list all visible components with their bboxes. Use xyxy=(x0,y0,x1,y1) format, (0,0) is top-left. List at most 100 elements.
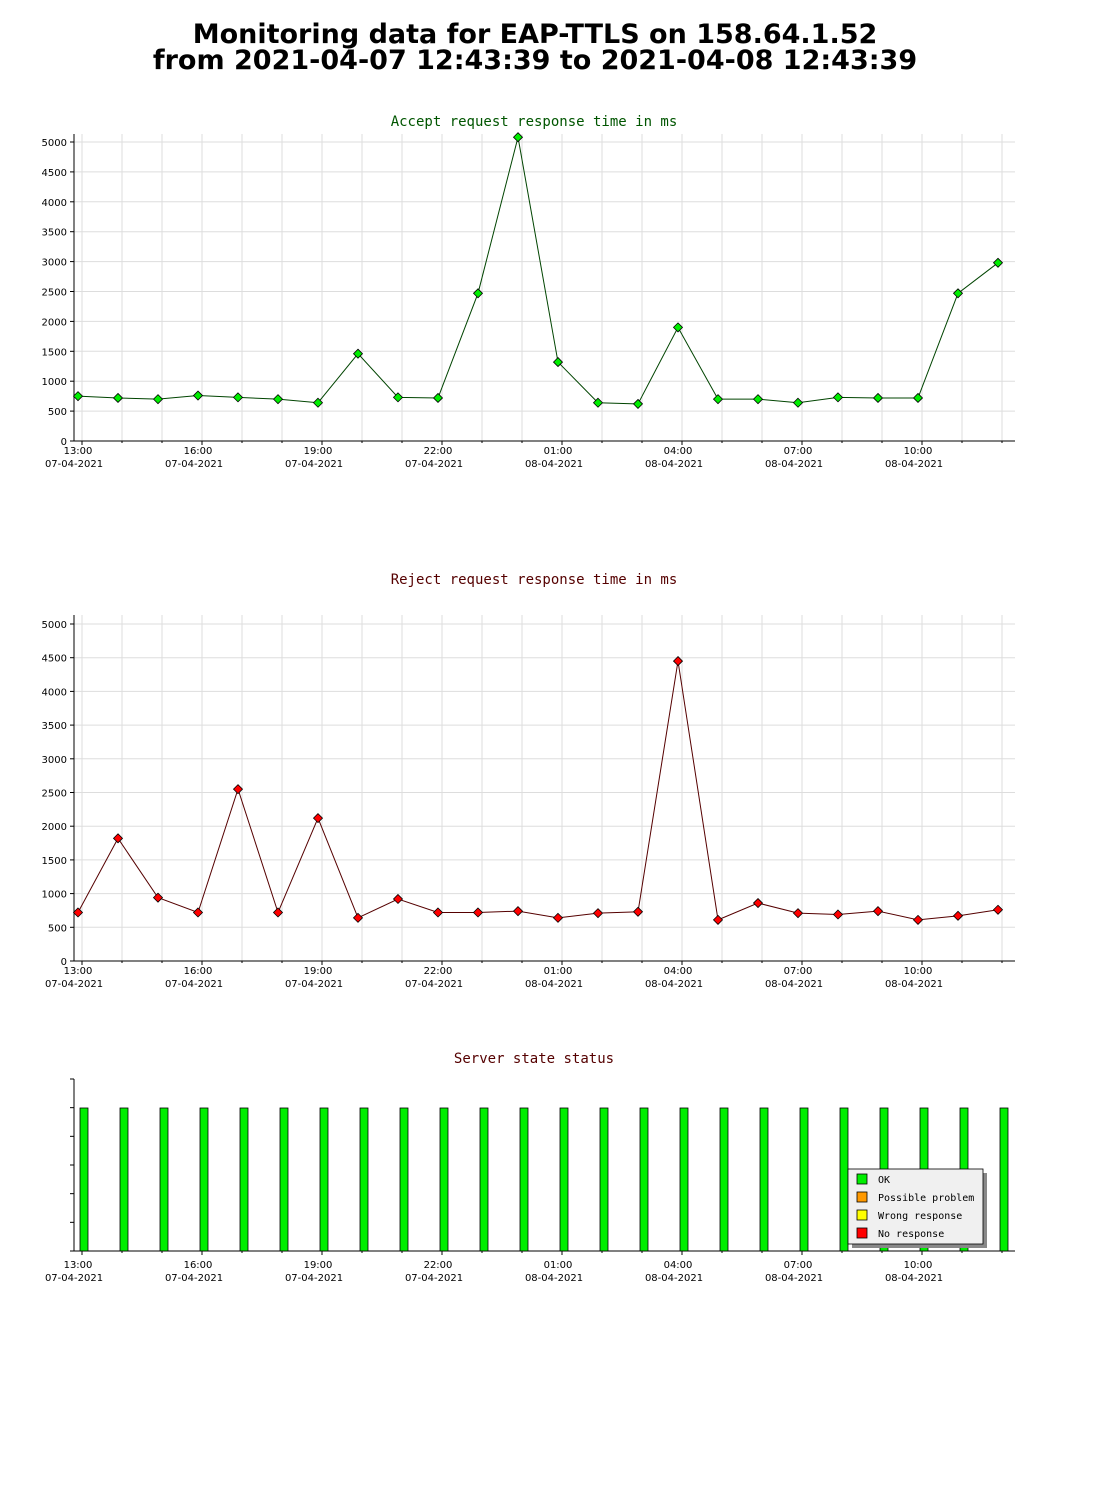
status-bar xyxy=(159,1107,169,1252)
data-point xyxy=(512,132,524,143)
data-point xyxy=(712,914,724,925)
status-bar xyxy=(439,1107,449,1252)
x-tick-label-date: 08-04-2021 xyxy=(645,1273,703,1284)
legend-swatch xyxy=(856,1191,868,1203)
x-tick-label-date: 07-04-2021 xyxy=(45,979,103,990)
y-tick-label: 4500 xyxy=(42,654,67,665)
data-point xyxy=(672,656,684,667)
y-tick-label: 5000 xyxy=(42,620,67,631)
data-point xyxy=(672,322,684,333)
data-point xyxy=(872,392,884,404)
y-tick-label: 2000 xyxy=(42,317,67,328)
x-tick-label-date: 08-04-2021 xyxy=(645,459,703,470)
y-tick-label: 0 xyxy=(61,437,67,448)
data-point xyxy=(472,907,484,918)
data-point xyxy=(352,912,364,923)
x-tick-label-time: 22:00 xyxy=(424,446,453,457)
data-point xyxy=(232,784,244,795)
x-tick-label-time: 16:00 xyxy=(184,446,213,457)
legend-swatch xyxy=(856,1173,868,1185)
y-tick-label: 2500 xyxy=(42,789,67,800)
x-tick-label-time: 13:00 xyxy=(64,966,93,977)
x-tick-label-date: 08-04-2021 xyxy=(525,459,583,470)
data-point xyxy=(192,907,204,918)
status-bar xyxy=(759,1107,769,1252)
x-tick-label-date: 07-04-2021 xyxy=(45,1273,103,1284)
x-tick-label-time: 22:00 xyxy=(424,966,453,977)
data-point xyxy=(592,908,604,919)
status-bar xyxy=(279,1107,289,1252)
x-tick-label-time: 13:00 xyxy=(64,446,93,457)
status-bar xyxy=(599,1107,609,1252)
legend-label: Possible problem xyxy=(878,1193,974,1204)
x-tick-label-time: 10:00 xyxy=(904,1260,933,1271)
data-point xyxy=(592,397,604,408)
x-tick-label-time: 13:00 xyxy=(64,1260,93,1271)
y-tick-label: 3000 xyxy=(42,755,67,766)
title-line-1: Monitoring data for EAP-TTLS on 158.64.1… xyxy=(192,19,878,50)
data-point xyxy=(312,397,324,408)
x-tick-label-date: 07-04-2021 xyxy=(165,1273,223,1284)
legend-label: OK xyxy=(878,1175,890,1186)
x-tick-label-date: 07-04-2021 xyxy=(165,979,223,990)
data-point xyxy=(352,348,364,359)
data-point xyxy=(552,356,564,368)
data-point xyxy=(792,908,804,919)
x-tick-label-date: 07-04-2021 xyxy=(405,459,463,470)
data-point xyxy=(72,391,84,402)
legend: OK Possible problem Wrong response No respo… xyxy=(847,1168,987,1248)
chart-title-1: Reject request response time in ms xyxy=(391,572,678,588)
x-tick-label-time: 19:00 xyxy=(304,446,333,457)
x-tick-label-date: 07-04-2021 xyxy=(285,979,343,990)
x-tick-label-date: 08-04-2021 xyxy=(525,979,583,990)
data-point xyxy=(272,394,284,405)
data-point xyxy=(952,910,964,921)
x-tick-label-time: 07:00 xyxy=(784,966,813,977)
data-point xyxy=(552,912,564,923)
data-point xyxy=(752,897,764,909)
status-bar xyxy=(319,1107,329,1252)
y-tick-label: 3500 xyxy=(42,721,67,732)
y-tick-label: 4000 xyxy=(42,198,67,209)
data-point xyxy=(232,392,244,403)
x-tick-label-date: 07-04-2021 xyxy=(45,459,103,470)
x-tick-label-date: 08-04-2021 xyxy=(525,1273,583,1284)
x-tick-label-date: 07-04-2021 xyxy=(405,1273,463,1284)
data-point xyxy=(432,392,444,404)
x-tick-label-date: 07-04-2021 xyxy=(285,459,343,470)
data-point xyxy=(712,394,724,405)
x-tick-label-date: 08-04-2021 xyxy=(765,979,823,990)
data-point xyxy=(512,906,524,917)
data-point xyxy=(992,257,1004,268)
status-bar xyxy=(679,1107,689,1252)
x-tick-label-time: 22:00 xyxy=(424,1260,453,1271)
data-point xyxy=(152,892,164,903)
data-point xyxy=(392,893,404,905)
x-tick-label-time: 04:00 xyxy=(664,966,693,977)
x-tick-label-time: 04:00 xyxy=(664,1260,693,1271)
y-tick-label: 1000 xyxy=(42,377,67,388)
status-bar xyxy=(79,1107,89,1252)
series-line-1 xyxy=(77,660,999,921)
x-tick-label-time: 07:00 xyxy=(784,1260,813,1271)
x-tick-label-time: 01:00 xyxy=(544,966,573,977)
y-tick-label: 1500 xyxy=(42,347,67,358)
status-bar xyxy=(519,1107,529,1252)
x-tick-label-date: 08-04-2021 xyxy=(765,459,823,470)
x-tick-label-time: 16:00 xyxy=(184,966,213,977)
data-point xyxy=(992,904,1004,915)
y-tick-label: 5000 xyxy=(42,138,67,149)
y-tick-label: 0 xyxy=(61,957,67,968)
x-tick-label-time: 01:00 xyxy=(544,446,573,457)
x-tick-label-time: 16:00 xyxy=(184,1260,213,1271)
chart-title-0: Accept request response time in ms xyxy=(391,114,678,130)
y-tick-label: 4500 xyxy=(42,168,67,179)
data-point xyxy=(72,907,84,918)
status-bar xyxy=(199,1107,209,1252)
legend-label: Wrong response xyxy=(878,1211,962,1222)
data-point xyxy=(832,909,844,920)
data-point xyxy=(112,833,124,844)
status-bar xyxy=(359,1107,369,1252)
x-tick-label-time: 01:00 xyxy=(544,1260,573,1271)
x-tick-label-date: 08-04-2021 xyxy=(645,979,703,990)
